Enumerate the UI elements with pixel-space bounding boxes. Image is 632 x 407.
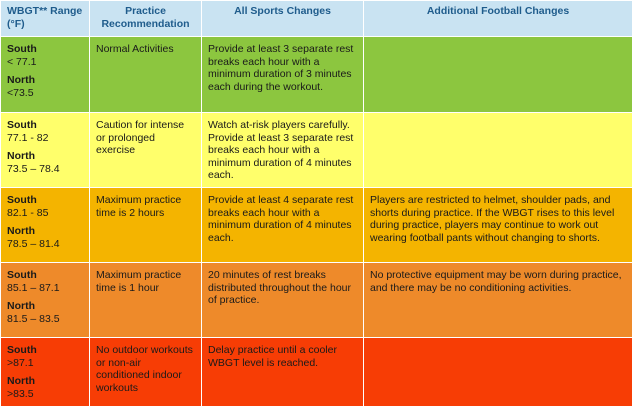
all-sports-cell: Provide at least 4 separate rest breaks … xyxy=(202,188,364,263)
south-range: < 77.1 xyxy=(7,56,84,69)
practice-cell: Caution for intense or prolonged exercis… xyxy=(90,113,202,188)
south-range: 77.1 - 82 xyxy=(7,132,84,145)
range-cell: South 77.1 - 82 North 73.5 – 78.4 xyxy=(1,113,90,188)
range-cell: South >87.1 North >83.5 xyxy=(1,338,90,407)
practice-cell: Normal Activities xyxy=(90,37,202,113)
table-row: South 77.1 - 82 North 73.5 – 78.4 Cautio… xyxy=(1,113,632,188)
south-label: South xyxy=(7,269,84,282)
north-label: North xyxy=(7,300,84,313)
table-row: South >87.1 North >83.5 No outdoor worko… xyxy=(1,338,632,407)
football-cell xyxy=(364,37,632,113)
header-row: WBGT** Range (°F) Practice Recommendatio… xyxy=(1,1,632,37)
practice-cell: No outdoor workouts or non-air condition… xyxy=(90,338,202,407)
north-label: North xyxy=(7,375,84,388)
all-sports-cell: 20 minutes of rest breaks distributed th… xyxy=(202,263,364,338)
south-label: South xyxy=(7,43,84,56)
north-range: >83.5 xyxy=(7,388,84,401)
all-sports-cell: Provide at least 3 separate rest breaks … xyxy=(202,37,364,113)
football-cell: Players are restricted to helmet, should… xyxy=(364,188,632,263)
south-range: 85.1 – 87.1 xyxy=(7,282,84,295)
football-cell xyxy=(364,113,632,188)
south-label: South xyxy=(7,119,84,132)
north-label: North xyxy=(7,150,84,163)
north-range: 78.5 – 81.4 xyxy=(7,238,84,251)
north-range: 73.5 – 78.4 xyxy=(7,163,84,176)
practice-cell: Maximum practice time is 1 hour xyxy=(90,263,202,338)
all-sports-cell: Watch at-risk players carefully. Provide… xyxy=(202,113,364,188)
range-cell: South 82.1 - 85 North 78.5 – 81.4 xyxy=(1,188,90,263)
south-label: South xyxy=(7,194,84,207)
south-range: 82.1 - 85 xyxy=(7,207,84,220)
range-cell: South < 77.1 North <73.5 xyxy=(1,37,90,113)
north-label: North xyxy=(7,74,84,87)
table-row: South < 77.1 North <73.5 Normal Activiti… xyxy=(1,37,632,113)
header-range: WBGT** Range (°F) xyxy=(1,1,90,37)
south-label: South xyxy=(7,344,84,357)
north-label: North xyxy=(7,225,84,238)
all-sports-cell: Delay practice until a cooler WBGT level… xyxy=(202,338,364,407)
table-row: South 85.1 – 87.1 North 81.5 – 83.5 Maxi… xyxy=(1,263,632,338)
north-range: 81.5 – 83.5 xyxy=(7,313,84,326)
header-all-sports: All Sports Changes xyxy=(202,1,364,37)
practice-cell: Maximum practice time is 2 hours xyxy=(90,188,202,263)
header-football: Additional Football Changes xyxy=(364,1,632,37)
football-cell xyxy=(364,338,632,407)
south-range: >87.1 xyxy=(7,357,84,370)
football-cell: No protective equipment may be worn duri… xyxy=(364,263,632,338)
header-practice: Practice Recommendation xyxy=(90,1,202,37)
north-range: <73.5 xyxy=(7,87,84,100)
table-row: South 82.1 - 85 North 78.5 – 81.4 Maximu… xyxy=(1,188,632,263)
range-cell: South 85.1 – 87.1 North 81.5 – 83.5 xyxy=(1,263,90,338)
